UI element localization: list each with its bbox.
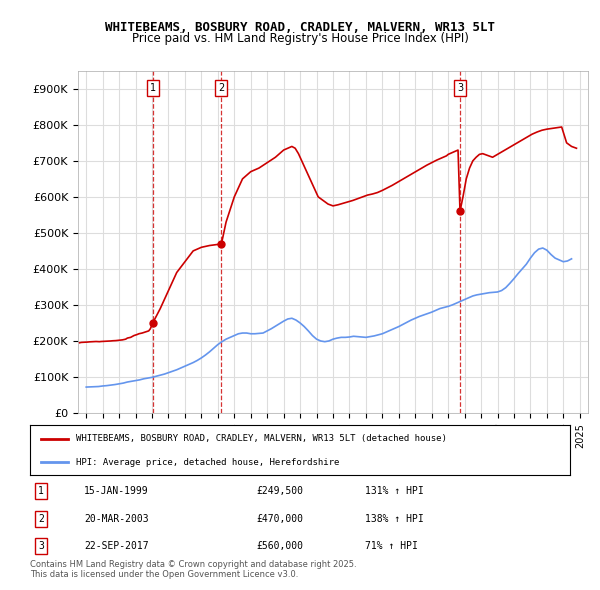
Text: 138% ↑ HPI: 138% ↑ HPI — [365, 514, 424, 524]
Text: Contains HM Land Registry data © Crown copyright and database right 2025.
This d: Contains HM Land Registry data © Crown c… — [30, 560, 356, 579]
Text: £560,000: £560,000 — [257, 541, 304, 551]
Text: HPI: Average price, detached house, Herefordshire: HPI: Average price, detached house, Here… — [76, 458, 339, 467]
Text: £470,000: £470,000 — [257, 514, 304, 524]
Text: 2: 2 — [38, 514, 44, 524]
Text: 1: 1 — [38, 486, 44, 496]
Text: 1: 1 — [149, 83, 156, 93]
Text: 71% ↑ HPI: 71% ↑ HPI — [365, 541, 418, 551]
Text: WHITEBEAMS, BOSBURY ROAD, CRADLEY, MALVERN, WR13 5LT (detached house): WHITEBEAMS, BOSBURY ROAD, CRADLEY, MALVE… — [76, 434, 447, 443]
Text: WHITEBEAMS, BOSBURY ROAD, CRADLEY, MALVERN, WR13 5LT: WHITEBEAMS, BOSBURY ROAD, CRADLEY, MALVE… — [105, 21, 495, 34]
Text: 22-SEP-2017: 22-SEP-2017 — [84, 541, 149, 551]
Text: £249,500: £249,500 — [257, 486, 304, 496]
Text: 2: 2 — [218, 83, 224, 93]
Text: 3: 3 — [457, 83, 463, 93]
Text: 15-JAN-1999: 15-JAN-1999 — [84, 486, 149, 496]
Text: Price paid vs. HM Land Registry's House Price Index (HPI): Price paid vs. HM Land Registry's House … — [131, 32, 469, 45]
Text: 20-MAR-2003: 20-MAR-2003 — [84, 514, 149, 524]
Text: 3: 3 — [38, 541, 44, 551]
Text: 131% ↑ HPI: 131% ↑ HPI — [365, 486, 424, 496]
